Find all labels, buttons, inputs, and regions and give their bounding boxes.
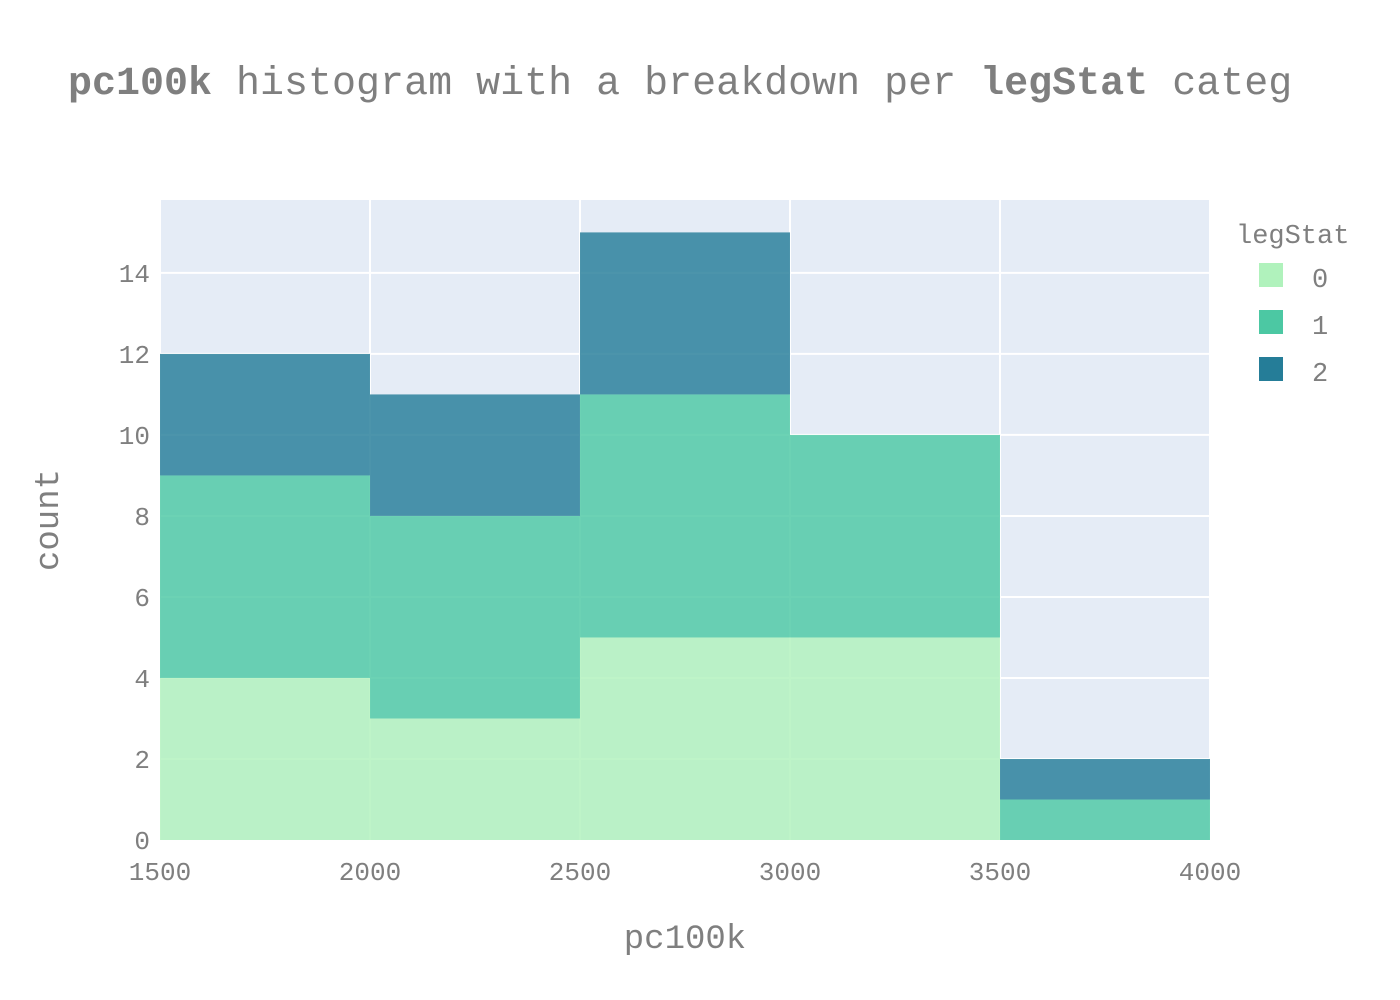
bar-legstat-1-bin-3[interactable] [790, 434, 1000, 638]
legend-swatch-2[interactable] [1259, 357, 1283, 381]
x-axis-ticks: 1500 2000 2500 3000 3500 4000 [129, 858, 1241, 888]
legend-title: legStat [1236, 222, 1349, 252]
bar-legstat-0-bin-1[interactable] [370, 718, 580, 840]
x-tick-label: 1500 [129, 858, 191, 888]
legend[interactable]: legStat 0 1 2 [1236, 222, 1349, 390]
chart-title: pc100k histogram with a breakdown per le… [68, 62, 1292, 107]
y-tick-label: 12 [119, 341, 150, 371]
x-tick-label: 3000 [759, 858, 821, 888]
y-tick-label: 0 [134, 827, 150, 857]
legend-item-label[interactable]: 0 [1312, 266, 1328, 296]
bar-legstat-2-bin-1[interactable] [370, 394, 580, 516]
x-axis-label: pc100k [624, 921, 746, 959]
bars [160, 232, 1210, 840]
y-tick-label: 2 [134, 746, 150, 776]
bar-legstat-1-bin-0[interactable] [160, 475, 370, 678]
bar-legstat-0-bin-0[interactable] [160, 677, 370, 840]
x-tick-label: 3500 [969, 858, 1031, 888]
chart-title-part: histogram with a breakdown per [212, 62, 981, 107]
bar-legstat-2-bin-2[interactable] [580, 232, 790, 395]
y-tick-label: 4 [134, 665, 150, 695]
chart-title-part: legStat [980, 62, 1149, 107]
y-axis-label: count [31, 469, 69, 571]
legend-item-label[interactable]: 1 [1312, 313, 1328, 343]
legend-item-label[interactable]: 2 [1312, 360, 1328, 390]
legend-swatch-0[interactable] [1259, 263, 1283, 287]
y-tick-label: 14 [119, 260, 150, 290]
y-tick-label: 6 [134, 584, 150, 614]
chart-title-part: pc100k [68, 62, 213, 107]
x-tick-label: 4000 [1179, 858, 1241, 888]
chart-title-part: categ [1148, 62, 1293, 107]
y-tick-label: 10 [119, 422, 150, 452]
bar-legstat-1-bin-2[interactable] [580, 394, 790, 638]
legend-swatch-1[interactable] [1259, 310, 1283, 334]
bar-legstat-2-bin-4[interactable] [1000, 758, 1210, 800]
y-tick-label: 8 [134, 503, 150, 533]
bar-legstat-0-bin-2[interactable] [580, 637, 790, 840]
y-axis-ticks: 0 2 4 6 8 10 12 14 [119, 260, 150, 857]
bar-legstat-1-bin-4[interactable] [1000, 799, 1210, 840]
x-tick-label: 2000 [339, 858, 401, 888]
bar-legstat-1-bin-1[interactable] [370, 515, 580, 719]
bar-legstat-2-bin-0[interactable] [160, 353, 370, 476]
x-tick-label: 2500 [549, 858, 611, 888]
bar-legstat-0-bin-3[interactable] [790, 637, 1000, 840]
